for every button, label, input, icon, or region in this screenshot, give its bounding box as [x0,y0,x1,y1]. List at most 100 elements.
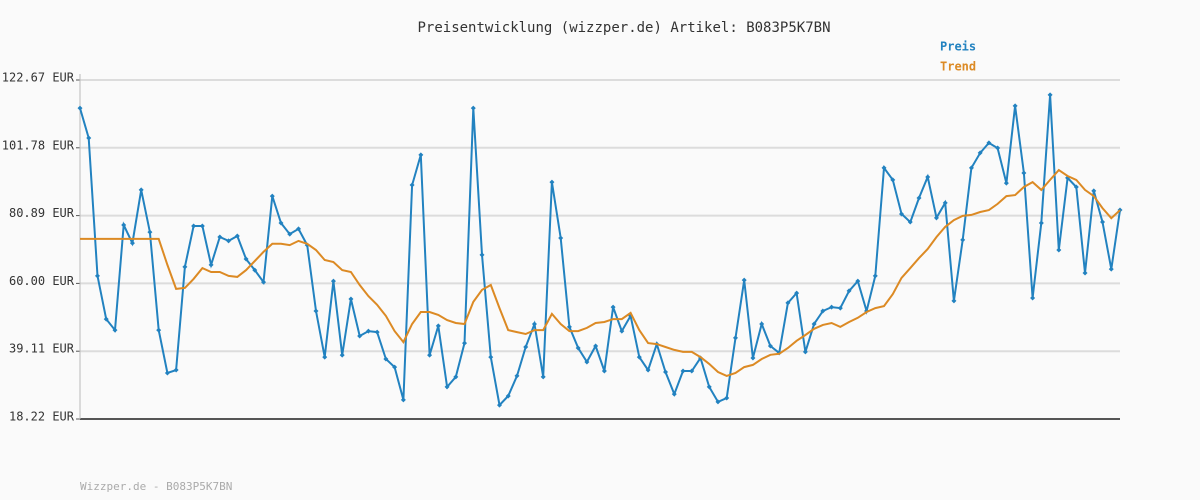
point [1091,188,1097,194]
point [514,373,520,379]
point [129,240,135,246]
point [907,219,913,225]
legend-entry: Trend [940,60,976,74]
point [1082,270,1088,276]
y-tick-label: 18.22 EUR [9,410,75,424]
point [103,316,109,322]
point [409,182,415,188]
point [741,277,747,283]
point [479,252,485,258]
point [374,329,380,335]
point [357,333,363,339]
point [566,324,572,330]
y-tick-label: 60.00 EUR [9,274,75,288]
point [330,278,336,284]
point [269,193,275,199]
point [724,395,730,401]
point [444,384,450,390]
point [933,215,939,221]
point [348,296,354,302]
point [925,174,931,180]
point [191,223,197,229]
point [470,105,476,111]
point [1108,266,1114,272]
point [899,211,905,217]
point [1047,92,1053,98]
point [820,308,826,314]
point [872,273,878,279]
point [156,327,162,333]
point [243,256,249,262]
point [916,195,922,201]
point [610,304,616,310]
point [601,368,607,374]
point [794,290,800,296]
point [1021,170,1027,176]
point [593,343,599,349]
point [392,364,398,370]
point [400,397,406,403]
legend: Preis Trend [940,40,976,74]
point [549,179,555,185]
footer: Wizzper.de - B083P5K7BN [80,480,232,493]
point [505,393,511,399]
point [540,374,546,380]
point [86,135,92,141]
point [1073,184,1079,190]
point [855,278,861,284]
point [759,321,765,327]
point [138,187,144,193]
point [890,177,896,183]
point [663,369,669,375]
chart-title: Preisentwicklung (wizzper.de) Artikel: B… [417,20,830,36]
point [173,367,179,373]
point [199,223,205,229]
point [365,328,371,334]
point [968,165,974,171]
point [671,391,677,397]
point [942,200,948,206]
point [636,354,642,360]
point [313,308,319,314]
point [322,354,328,360]
point [226,238,232,244]
point [680,368,686,374]
point [785,300,791,306]
point [977,150,983,156]
point [986,140,992,146]
point [488,354,494,360]
point [164,370,170,376]
y-tick-label: 39.11 EUR [9,342,75,356]
point [261,279,267,285]
point [558,235,564,241]
point [837,305,843,311]
point [619,328,625,334]
point [706,384,712,390]
legend-entry: Preis [940,40,976,54]
point [147,229,153,235]
point [427,352,433,358]
point [575,345,581,351]
point [1003,180,1009,186]
point [881,165,887,171]
point [829,304,835,310]
point [287,231,293,237]
point [995,145,1001,151]
y-tick-label: 101.78 EUR [2,138,75,152]
point [182,264,188,270]
point [523,344,529,350]
point [234,233,240,239]
point [811,321,817,327]
point [208,262,214,268]
point [462,340,468,346]
point [802,349,808,355]
y-tick-label: 80.89 EUR [9,206,75,220]
point [767,343,773,349]
point [960,237,966,243]
point [383,356,389,362]
point [418,152,424,158]
point [339,352,345,358]
point [217,234,223,240]
point [531,321,537,327]
